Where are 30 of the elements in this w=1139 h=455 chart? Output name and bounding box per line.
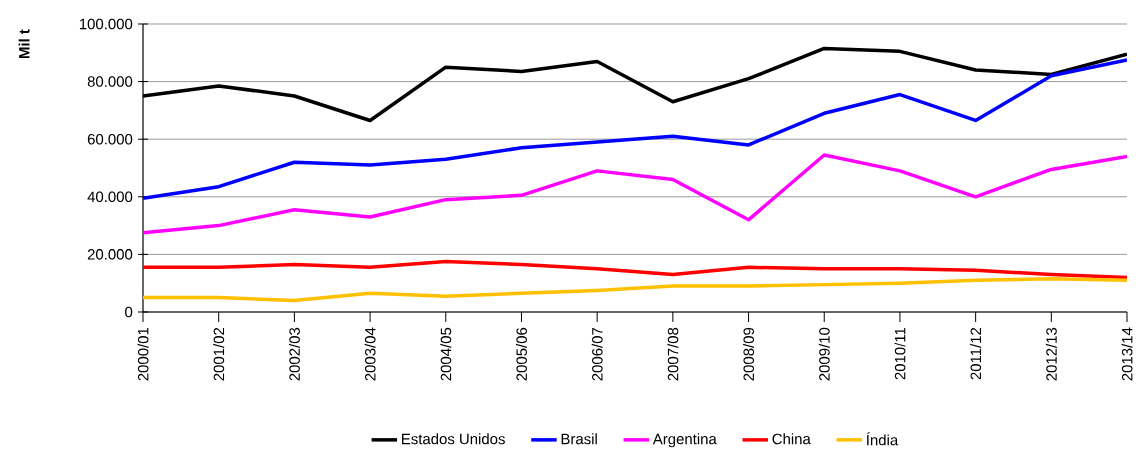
x-tick-label: 2005/06 xyxy=(515,327,527,381)
y-tick-label: 80.000 xyxy=(87,76,133,87)
y-tick-label: 20.000 xyxy=(87,249,133,260)
x-tick-label: 2013/14 xyxy=(1121,327,1133,381)
x-tick-label: 2006/07 xyxy=(591,327,603,381)
line-series xyxy=(143,277,1128,303)
legend-label: Argentina xyxy=(652,433,717,448)
line-series xyxy=(143,58,1128,200)
x-tick-label: 2008/09 xyxy=(743,327,755,381)
y-tick-label: 40.000 xyxy=(87,191,133,203)
x-tick-label: 2012/13 xyxy=(1045,327,1057,381)
legend-label: Brasil xyxy=(561,433,597,445)
legend-label: Estados Unidos xyxy=(402,433,505,445)
x-tick-label: 2011/12 xyxy=(970,327,982,380)
x-tick-label: 2002/03 xyxy=(288,327,300,381)
x-tick-label: 2004/05 xyxy=(440,327,452,381)
x-tick-label: 2001/02 xyxy=(213,327,225,381)
line-series xyxy=(143,153,1128,235)
line-series xyxy=(143,259,1128,280)
x-tick-label: 2000/01 xyxy=(137,327,149,381)
y-tick-label: 0 xyxy=(125,306,133,318)
y-tick-label: 100.000 xyxy=(79,18,133,30)
x-tick-label: 2010/11 xyxy=(894,327,906,380)
x-tick-label: 2009/10 xyxy=(818,327,830,381)
x-tick-label: 2007/08 xyxy=(667,327,679,381)
y-axis-title: Mil t xyxy=(18,29,30,59)
x-tick-label: 2003/04 xyxy=(364,327,376,381)
legend-label: China xyxy=(772,433,811,445)
y-tick-label: 60.000 xyxy=(87,133,133,145)
legend-label: Índia xyxy=(866,432,899,446)
